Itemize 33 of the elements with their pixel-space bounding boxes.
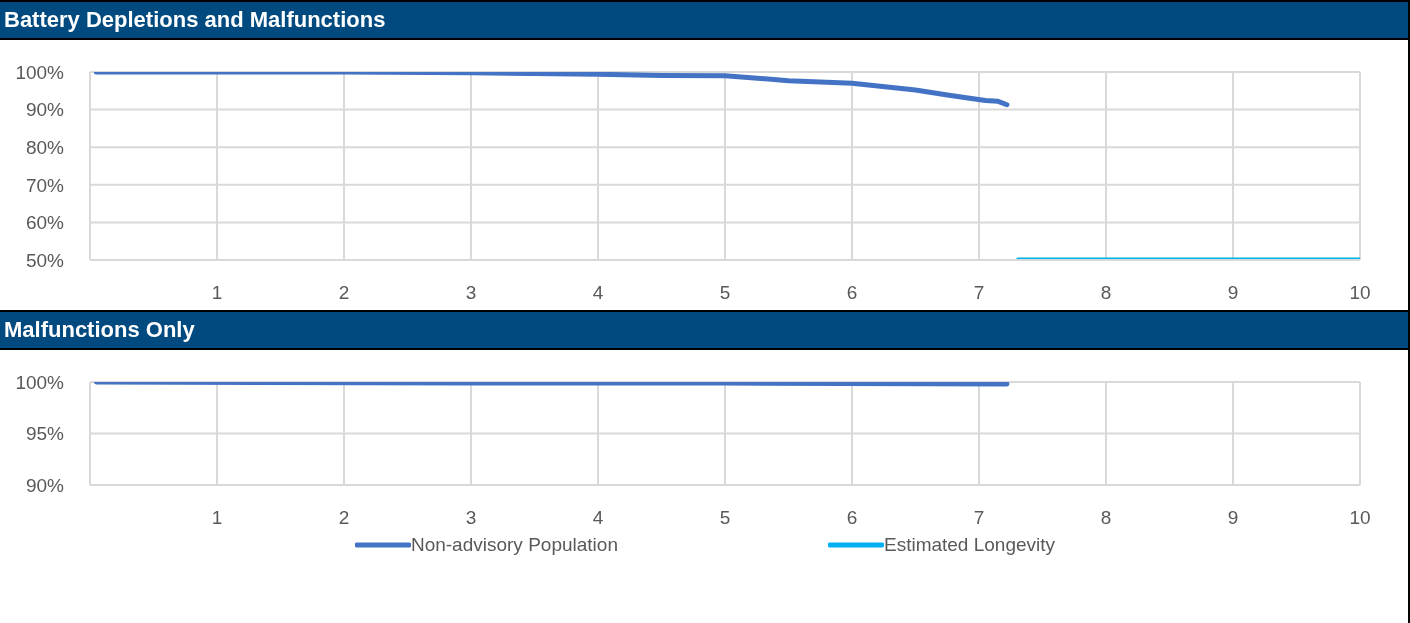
x-tick-label: 5 xyxy=(719,507,731,529)
x-tick-label: 8 xyxy=(1100,282,1112,304)
chart-title: Malfunctions Only xyxy=(0,310,1410,350)
y-tick-label: 90% xyxy=(25,99,65,121)
x-tick-label: 3 xyxy=(465,507,477,529)
chart-title: Battery Depletions and Malfunctions xyxy=(0,0,1410,40)
x-tick-label: 1 xyxy=(211,282,223,304)
x-tick-label: 6 xyxy=(846,507,858,529)
x-tick-label: 6 xyxy=(846,282,858,304)
x-tick-label: 1 xyxy=(211,507,223,529)
x-tick-label: 10 xyxy=(1349,282,1371,304)
y-tick-label: 70% xyxy=(25,174,65,196)
x-tick-label: 8 xyxy=(1100,507,1112,529)
x-tick-label: 4 xyxy=(592,282,604,304)
legend-label: Non-advisory Population xyxy=(410,534,618,556)
y-tick-label: 90% xyxy=(25,474,65,496)
x-tick-label: 7 xyxy=(973,282,985,304)
x-tick-label: 4 xyxy=(592,507,604,529)
x-tick-label: 9 xyxy=(1227,507,1239,529)
y-tick-label: 100% xyxy=(15,61,65,83)
x-tick-label: 9 xyxy=(1227,282,1239,304)
y-tick-label: 50% xyxy=(25,249,65,271)
y-tick-label: 95% xyxy=(25,423,65,445)
x-tick-label: 3 xyxy=(465,282,477,304)
x-tick-label: 2 xyxy=(338,282,350,304)
x-tick-label: 2 xyxy=(338,507,350,529)
x-tick-label: 10 xyxy=(1349,507,1371,529)
legend-label: Estimated Longevity xyxy=(883,534,1056,556)
x-tick-label: 7 xyxy=(973,507,985,529)
y-tick-label: 100% xyxy=(15,371,65,393)
x-tick-label: 5 xyxy=(719,282,731,304)
y-tick-label: 80% xyxy=(25,136,65,158)
y-tick-label: 60% xyxy=(25,212,65,234)
